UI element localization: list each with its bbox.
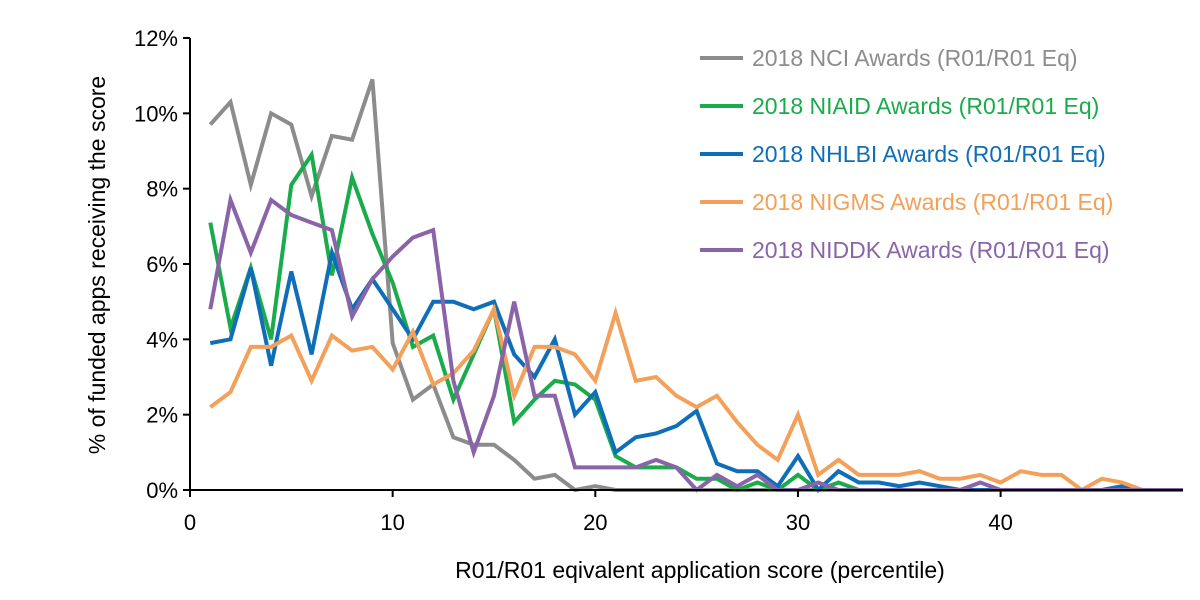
ticks: 0% 2% 4% 6% 8% 10% 12% 0 10 20 30 40	[134, 26, 1013, 535]
legend-label: 2018 NCI Awards (R01/R01 Eq)	[752, 45, 1078, 71]
series-line-4	[209, 303, 1183, 493]
x-axis-title: R01/R01 eqivalent application score (per…	[455, 557, 945, 583]
legend-label: 2018 NIGMS Awards (R01/R01 Eq)	[752, 189, 1113, 215]
y-tick-label: 12%	[134, 26, 178, 51]
y-tick-label: 6%	[146, 252, 178, 277]
legend: 2018 NCI Awards (R01/R01 Eq) 2018 NIAID A…	[700, 45, 1113, 263]
x-tick-label: 30	[786, 510, 810, 535]
x-tick-label: 0	[184, 510, 196, 535]
legend-label: 2018 NIDDK Awards (R01/R01 Eq)	[752, 237, 1110, 263]
x-tick-label: 20	[583, 510, 607, 535]
legend-label: 2018 NHLBI Awards (R01/R01 Eq)	[752, 141, 1106, 167]
series-line-3	[209, 245, 1183, 494]
x-tick-label: 10	[380, 510, 404, 535]
y-axis-title: % of funded apps receiving the score	[84, 76, 110, 454]
legend-label: 2018 NIAID Awards (R01/R01 Eq)	[752, 93, 1099, 119]
y-tick-label: 2%	[146, 403, 178, 428]
y-tick-label: 4%	[146, 327, 178, 352]
y-tick-label: 10%	[134, 101, 178, 126]
y-tick-label: 0%	[146, 478, 178, 503]
y-tick-label: 8%	[146, 177, 178, 202]
x-tick-label: 40	[988, 510, 1012, 535]
